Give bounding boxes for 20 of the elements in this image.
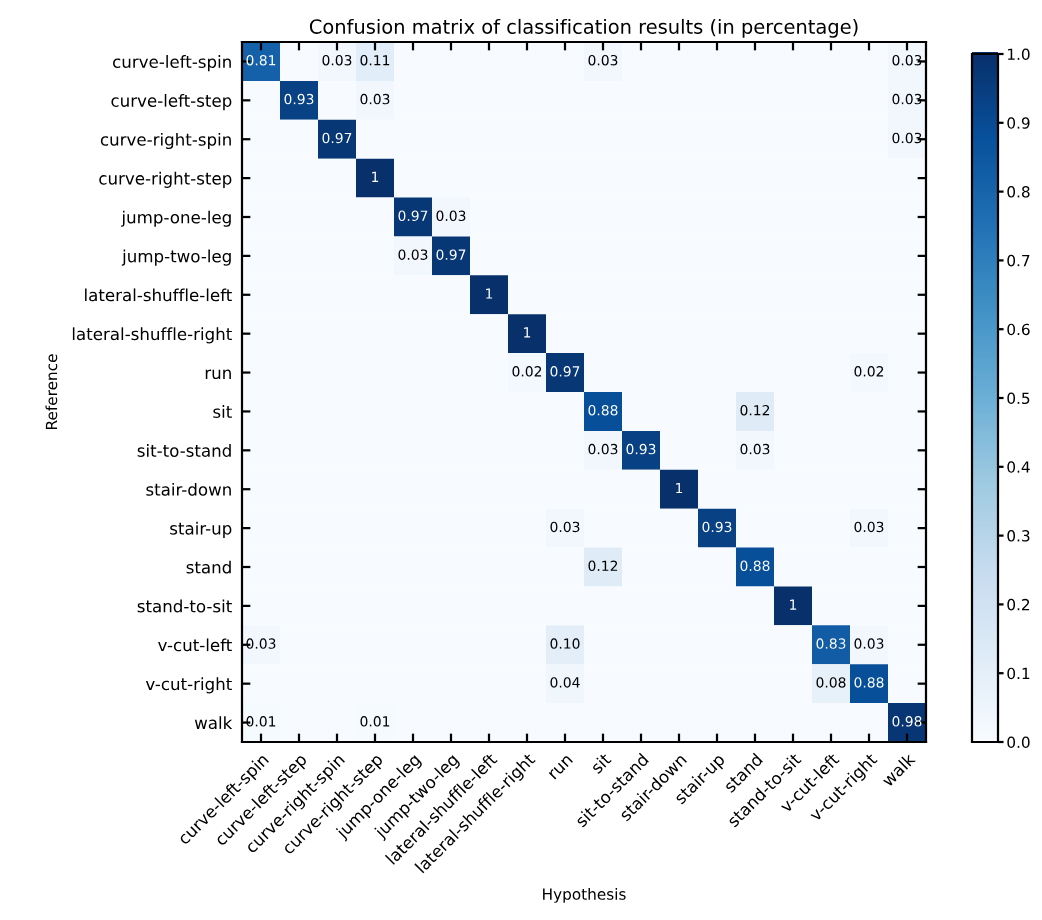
- y-tick-label: sit-to-stand: [137, 444, 231, 457]
- y-tick-label: lateral-shuffle-left: [85, 288, 232, 302]
- chart-title: Confusion matrix of classification results (in percentage): [309, 18, 858, 38]
- y-tick-label: v-cut-right: [145, 677, 232, 694]
- y-tick-label: curve-right-spin: [100, 132, 231, 150]
- y-tick-label: stand: [186, 560, 231, 574]
- y-tick-label: curve-left-step: [111, 94, 232, 111]
- y-tick-label: jump-two-leg: [121, 249, 231, 266]
- y-tick-label: curve-left-spin: [113, 55, 231, 72]
- y-tick-label: walk: [194, 716, 233, 730]
- y-tick-label: sit: [213, 405, 232, 419]
- y-tick-label: curve-right-step: [99, 171, 232, 188]
- x-tick-label: run: [548, 755, 574, 780]
- y-tick-label: stair-down: [146, 482, 231, 496]
- y-tick-label: run: [205, 369, 231, 380]
- y-tick-label: stand-to-sit: [137, 599, 232, 613]
- y-tick-label: v-cut-left: [158, 638, 232, 652]
- y-tick-label: lateral-shuffle-right: [72, 327, 232, 344]
- y-tick-label: jump-one-leg: [121, 210, 231, 227]
- y-tick-label: stair-up: [170, 521, 232, 538]
